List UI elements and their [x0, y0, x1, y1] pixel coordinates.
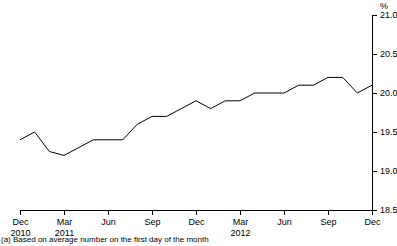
x-tick: Jun — [277, 210, 292, 227]
plot-area — [20, 77, 372, 155]
x-tick: Mar2011 — [55, 210, 74, 238]
x-tick-mark — [372, 210, 373, 215]
y-tick: 20.5 — [372, 49, 397, 59]
x-tick-label: Jun — [101, 217, 116, 227]
y-axis-line — [373, 16, 378, 211]
y-tick: 18.5 — [372, 205, 397, 215]
y-tick-label: 21.0 — [380, 10, 397, 20]
x-tick-label: Sep — [320, 217, 336, 227]
data-line — [20, 77, 372, 155]
y-axis-title: % — [380, 1, 388, 11]
y-tick-label: 20.5 — [380, 49, 397, 59]
y-tick-label: 19.5 — [380, 127, 397, 137]
x-tick-mark — [328, 210, 329, 215]
y-tick-label: 20.0 — [380, 88, 397, 98]
y-tick: 19.0 — [372, 166, 397, 176]
x-tick: Sep — [144, 210, 160, 227]
x-tick-label: Sep — [144, 217, 160, 227]
x-tick: Dec — [364, 210, 381, 227]
x-tick-mark — [20, 210, 21, 215]
y-tick: 20.0 — [372, 88, 397, 98]
x-tick-label: Dec — [364, 217, 381, 227]
x-tick-mark — [108, 210, 109, 215]
y-tick-mark — [372, 171, 377, 172]
x-tick-label: Mar2012 — [230, 217, 250, 237]
y-tick-mark — [372, 132, 377, 133]
chart: 18.5 19.0 19.5 20.0 20.5 21.0 Dec2010 Mar2011 Ju… — [0, 0, 397, 246]
y-tick-mark — [372, 15, 377, 16]
x-axis: Dec2010 Mar2011 Jun Sep Dec Mar2012 Jun Sep Dec — [10, 210, 381, 238]
x-tick-label: Jun — [277, 217, 292, 227]
footnote: (a) Based on average number on the first… — [1, 235, 209, 244]
x-tick-mark — [196, 210, 197, 215]
x-tick: Jun — [101, 210, 116, 227]
y-tick-mark — [372, 93, 377, 94]
y-tick: 21.0 — [372, 10, 397, 20]
x-tick: Dec — [188, 210, 205, 227]
x-axis-line — [21, 211, 373, 216]
x-tick: Sep — [320, 210, 336, 227]
y-tick-label: 19.0 — [380, 166, 397, 176]
x-tick: Dec2010 — [10, 210, 30, 238]
x-tick-mark — [64, 210, 65, 215]
x-tick-mark — [240, 210, 241, 215]
y-tick-mark — [372, 54, 377, 55]
x-tick: Mar2012 — [230, 210, 250, 238]
x-tick-mark — [284, 210, 285, 215]
y-tick: 19.5 — [372, 127, 397, 137]
y-tick-label: 18.5 — [380, 205, 397, 215]
x-tick-label: Dec — [188, 217, 205, 227]
y-axis: 18.5 19.0 19.5 20.0 20.5 21.0 — [372, 10, 397, 215]
x-tick-mark — [152, 210, 153, 215]
